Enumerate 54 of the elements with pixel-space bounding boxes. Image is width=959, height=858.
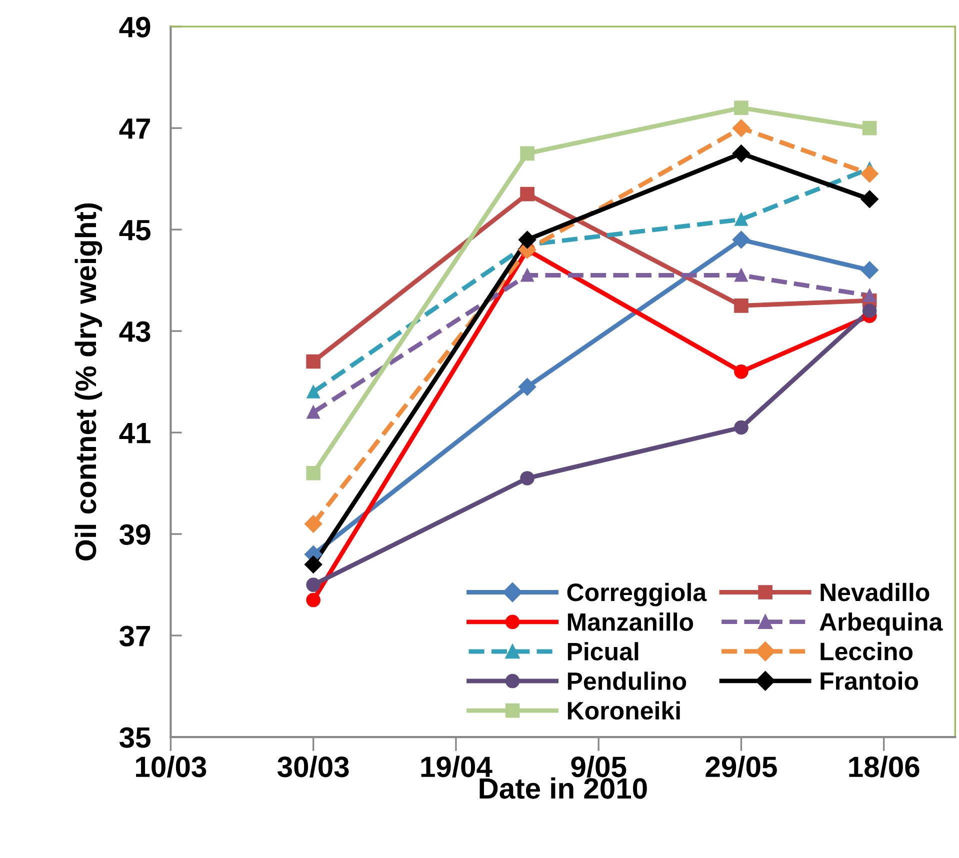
- point: [734, 420, 748, 435]
- point: [306, 466, 320, 480]
- point: [734, 212, 748, 226]
- point: [306, 386, 320, 398]
- point: [304, 556, 322, 574]
- y-tick-label: 45: [119, 220, 150, 240]
- point: [306, 354, 320, 369]
- y-tick-label: 41: [119, 423, 150, 444]
- point: [518, 378, 536, 396]
- legend-label: Koroneiki: [568, 701, 680, 720]
- point: [863, 289, 876, 302]
- x-tick-label: 9/05: [571, 756, 626, 778]
- x-tick-label: 29/05: [706, 756, 777, 778]
- x-tick-label: 10/03: [136, 756, 206, 778]
- y-tick-label: 49: [119, 16, 150, 38]
- legend-label: Nevadillo: [820, 582, 930, 602]
- legend-label: Picual: [568, 642, 638, 660]
- point: [734, 298, 748, 313]
- point: [734, 364, 748, 379]
- x-tick-label: 18/06: [849, 756, 920, 778]
- point: [306, 578, 320, 592]
- point: [862, 304, 877, 318]
- x-tick-label: 19/04: [421, 756, 492, 778]
- point: [518, 230, 536, 248]
- point: [860, 190, 878, 208]
- point: [520, 146, 534, 161]
- legend-label: Arbequina: [820, 612, 943, 636]
- point: [734, 268, 748, 282]
- point: [732, 144, 750, 162]
- y-tick-label: 37: [119, 626, 150, 646]
- y-axis-title: Oil contnet (% dry weight): [74, 203, 102, 560]
- legend-label: Correggiola: [567, 582, 707, 606]
- point: [306, 592, 320, 608]
- x-axis-title: Date in 2010: [480, 777, 647, 799]
- legend-label: Frantoio: [820, 672, 918, 690]
- legend-label: Pendulino: [568, 672, 686, 690]
- point: [860, 261, 878, 279]
- point: [860, 164, 878, 183]
- point: [520, 471, 534, 486]
- y-tick-label: 35: [119, 727, 150, 748]
- point: [520, 268, 534, 282]
- point: [862, 120, 877, 136]
- point: [732, 230, 750, 248]
- y-tick-label: 47: [119, 118, 150, 139]
- legend-label: Leccino: [820, 642, 913, 660]
- point: [732, 119, 750, 137]
- y-tick-label: 39: [119, 524, 150, 545]
- x-tick-label: 30/03: [278, 756, 349, 778]
- legend-label: Manzanillo: [568, 612, 694, 631]
- point: [734, 100, 748, 115]
- point: [306, 406, 320, 419]
- point: [304, 515, 322, 533]
- point: [520, 186, 534, 202]
- y-tick-label: 43: [119, 321, 150, 342]
